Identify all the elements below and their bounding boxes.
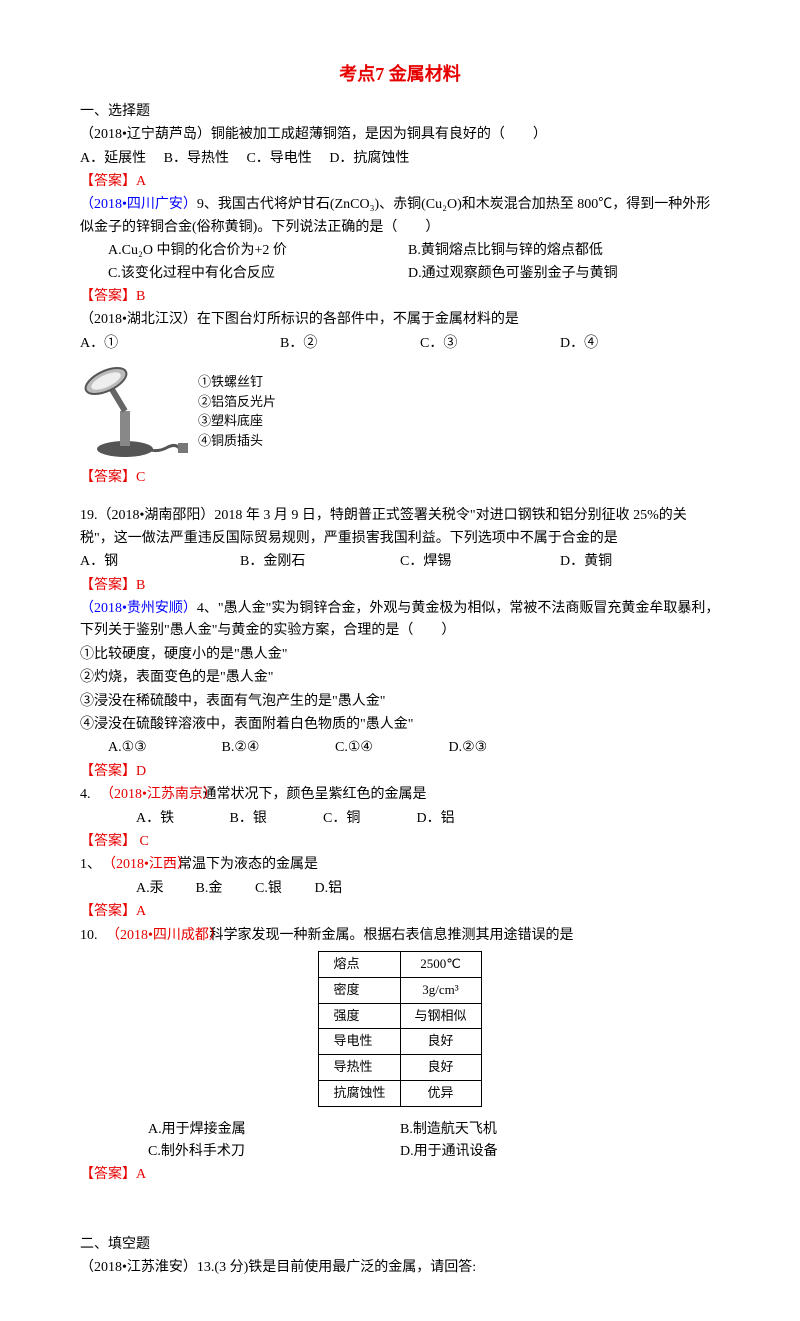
q7-answer: 【答案】A: [80, 901, 720, 923]
q2-row1: A.Cu₂O 中铜的化合价为+2 价 B.黄铜熔点比铜与锌的熔点都低: [80, 240, 720, 262]
table-cell: 与钢相似: [400, 1003, 481, 1029]
q2-opt-b: B.黄铜熔点比铜与锌的熔点都低: [408, 240, 603, 262]
page-title: 考点7 金属材料: [80, 60, 720, 89]
table-cell: 良好: [400, 1029, 481, 1055]
q8-source: （2018•四川成都）: [106, 925, 223, 947]
q2-opt-d: D.通过观察颜色可鉴别金子与黄铜: [408, 263, 618, 285]
q3-label-3: ③塑料底座: [198, 411, 276, 431]
q3-opt-d: D．④: [560, 333, 700, 355]
q4-stem: 19.（2018•湖南邵阳）2018 年 3 月 9 日，特朗普正式签署关税令"…: [80, 505, 720, 550]
q7-opt-a: A.汞: [136, 878, 192, 900]
q5-l1: ①比较硬度，硬度小的是"愚人金": [80, 644, 720, 666]
q6-opt-b: B．银: [230, 808, 320, 830]
table-cell: 3g/cm³: [400, 977, 481, 1003]
q3-opt-a: A．①: [80, 333, 280, 355]
q6-options: A．铁 B．银 C．铜 D．铝: [80, 808, 720, 830]
q3-options: A．① B．② C．③ D．④: [80, 333, 720, 355]
section-2-header: 二、填空题: [80, 1234, 720, 1256]
q1-opt-d: D．抗腐蚀性: [329, 151, 409, 166]
q5-answer: 【答案】D: [80, 761, 720, 783]
q3-label-1: ①铁螺丝钉: [198, 372, 276, 392]
q6-opt-a: A．铁: [136, 808, 226, 830]
q1-opt-a: A．延展性: [80, 151, 146, 166]
q1-opt-b: B．导热性: [164, 151, 229, 166]
q6-opt-d: D．铝: [417, 811, 455, 826]
q6-answer: 【答案】 C: [80, 831, 720, 853]
q7-source: （2018•江西）: [102, 854, 191, 876]
q5-l2: ②灼烧，表面变色的是"愚人金": [80, 667, 720, 689]
q1-stem: （2018•辽宁葫芦岛）铜能被加工成超薄铜箔，是因为铜具有良好的（ ）: [80, 124, 720, 146]
table-cell: 抗腐蚀性: [319, 1080, 400, 1106]
q5-options: A.①③ B.②④ C.①④ D.②③: [80, 737, 720, 759]
q8-row1: A.用于焊接金属 B.制造航天飞机: [80, 1119, 720, 1141]
q6-stem: 4. 通常状况下，颜色呈紫红色的金属是 （2018•江苏南京）: [80, 784, 720, 806]
q4-opt-b: B．金刚石: [240, 551, 400, 573]
lamp-icon: [80, 361, 190, 461]
table-cell: 优异: [400, 1080, 481, 1106]
q5-source: （2018•贵州安顺）: [80, 601, 197, 616]
q2-stem: （2018•四川广安）9、我国古代将炉甘石(ZnCO₃)、赤铜(Cu₂O)和木炭…: [80, 194, 720, 239]
q4-answer: 【答案】B: [80, 575, 720, 597]
q4-opt-c: C．焊锡: [400, 551, 560, 573]
q5-opt-c: C.①④: [335, 737, 445, 759]
section-1-header: 一、选择题: [80, 101, 720, 123]
table-row: 导热性良好: [319, 1055, 481, 1081]
table-row: 密度3g/cm³: [319, 977, 481, 1003]
table-row: 强度与钢相似: [319, 1003, 481, 1029]
table-row: 导电性良好: [319, 1029, 481, 1055]
q8-opt-d: D.用于通讯设备: [400, 1141, 680, 1163]
table-cell: 密度: [319, 977, 400, 1003]
q8-stem: 10. 科学家发现一种新金属。根据右表信息推测其用途错误的是 （2018•四川成…: [80, 925, 720, 947]
q5-l4: ④浸没在硫酸锌溶液中，表面附着白色物质的"愚人金": [80, 714, 720, 736]
table-cell: 良好: [400, 1055, 481, 1081]
q4-opt-d: D．黄铜: [560, 551, 612, 573]
q3-diagram: ①铁螺丝钉 ②铝箔反光片 ③塑料底座 ④铜质插头: [80, 361, 720, 461]
q7-opt-d: D.铝: [315, 881, 343, 896]
q3-label-4: ④铜质插头: [198, 431, 276, 451]
table-cell: 熔点: [319, 951, 400, 977]
table-row: 熔点2500℃: [319, 951, 481, 977]
q3-stem: （2018•湖北江汉）在下图台灯所标识的各部件中，不属于金属材料的是: [80, 309, 720, 331]
q2-opt-c: C.该变化过程中有化合反应: [108, 263, 408, 285]
q7-opt-b: B.金: [196, 878, 252, 900]
q7-options: A.汞 B.金 C.银 D.铝: [80, 878, 720, 900]
q3-label-2: ②铝箔反光片: [198, 392, 276, 412]
q8-opt-a: A.用于焊接金属: [120, 1119, 400, 1141]
q3-opt-c: C．③: [420, 333, 560, 355]
q5-opt-a: A.①③: [108, 737, 218, 759]
q2-row2: C.该变化过程中有化合反应 D.通过观察颜色可鉴别金子与黄铜: [80, 263, 720, 285]
q2-answer: 【答案】B: [80, 286, 720, 308]
q1-opt-c: C．导电性: [246, 151, 311, 166]
table-cell: 导热性: [319, 1055, 400, 1081]
table-cell: 2500℃: [400, 951, 481, 977]
table-row: 抗腐蚀性优异: [319, 1080, 481, 1106]
q6-source: （2018•江苏南京）: [100, 784, 217, 806]
table-cell: 强度: [319, 1003, 400, 1029]
q4-opt-a: A．钢: [80, 551, 240, 573]
q5-opt-b: B.②④: [222, 737, 332, 759]
q5-stem: （2018•贵州安顺）4、"愚人金"实为铜锌合金，外观与黄金极为相似，常被不法商…: [80, 598, 720, 643]
q7-opt-c: C.银: [255, 878, 311, 900]
q6-opt-c: C．铜: [323, 808, 413, 830]
q8-opt-c: C.制外科手术刀: [120, 1141, 400, 1163]
q3-answer: 【答案】C: [80, 467, 720, 489]
q4-options: A．钢 B．金刚石 C．焊锡 D．黄铜: [80, 551, 720, 573]
q1-options: A．延展性 B．导热性 C．导电性 D．抗腐蚀性: [80, 148, 720, 170]
metal-table: 熔点2500℃密度3g/cm³强度与钢相似导电性良好导热性良好抗腐蚀性优异: [318, 951, 481, 1107]
table-cell: 导电性: [319, 1029, 400, 1055]
q9-stem: （2018•江苏淮安）13.(3 分)铁是目前使用最广泛的金属，请回答:: [80, 1257, 720, 1279]
q5-opt-d: D.②③: [449, 740, 488, 755]
q8-answer: 【答案】A: [80, 1164, 720, 1186]
q1-answer: 【答案】A: [80, 171, 720, 193]
q5-l3: ③浸没在稀硫酸中，表面有气泡产生的是"愚人金": [80, 691, 720, 713]
q3-labels: ①铁螺丝钉 ②铝箔反光片 ③塑料底座 ④铜质插头: [198, 372, 276, 450]
q3-opt-b: B．②: [280, 333, 420, 355]
q2-opt-a: A.Cu₂O 中铜的化合价为+2 价: [108, 240, 408, 262]
q7-stem: 1、 常温下为液态的金属是 （2018•江西）: [80, 854, 720, 876]
q2-source: （2018•四川广安）: [80, 197, 197, 212]
q8-row2: C.制外科手术刀 D.用于通讯设备: [80, 1141, 720, 1163]
q8-opt-b: B.制造航天飞机: [400, 1119, 680, 1141]
